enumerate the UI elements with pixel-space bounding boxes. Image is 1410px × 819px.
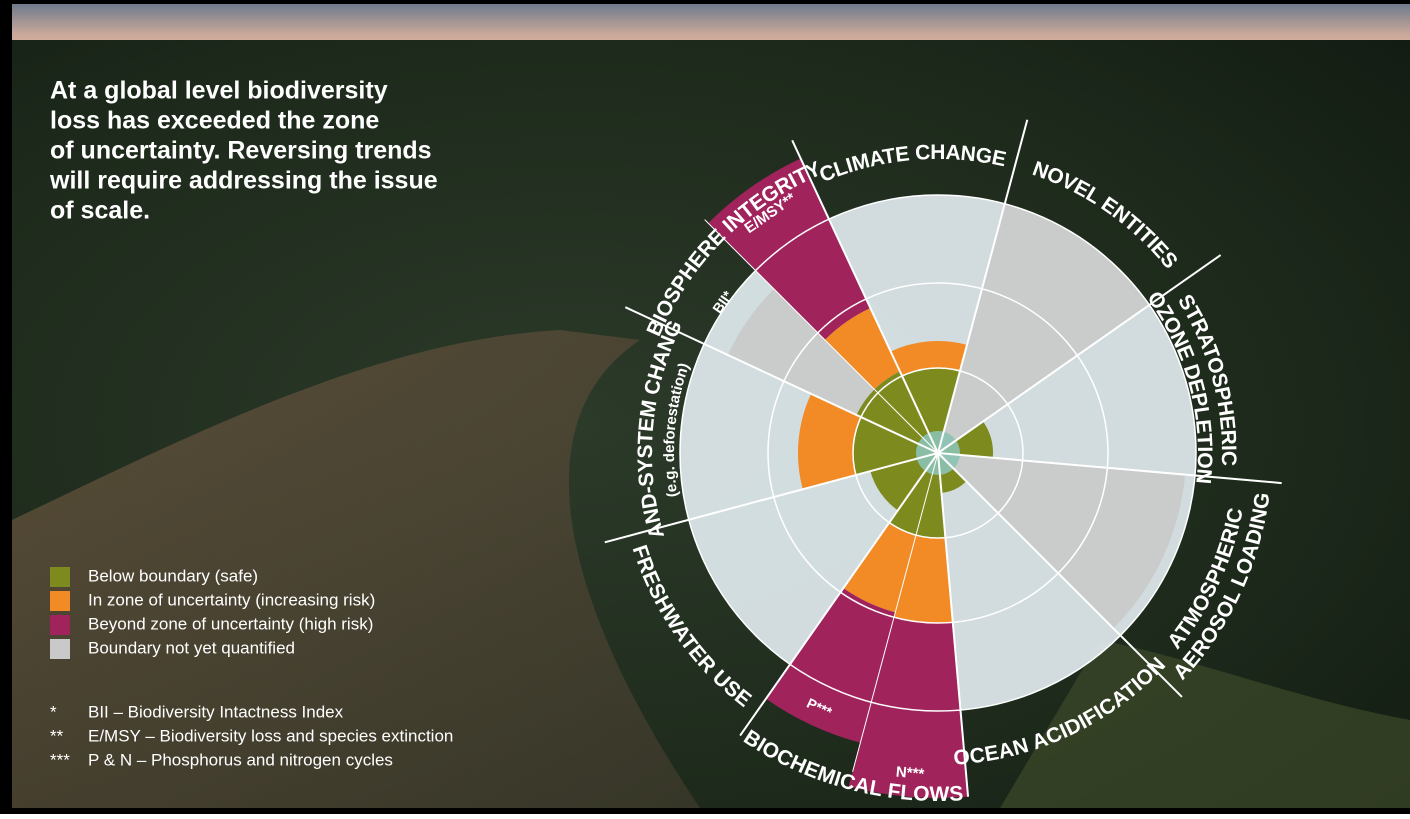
sub-divider (704, 219, 939, 454)
segment (853, 417, 938, 475)
sub-label: N*** (895, 764, 925, 783)
ground (1000, 640, 1410, 808)
sector-divider (624, 306, 939, 454)
sector-divider (937, 254, 1222, 454)
sector-divider (791, 139, 939, 454)
headline-line: At a global level biodiversity (50, 77, 388, 105)
headline-line: of scale. (50, 197, 150, 225)
legend-swatch (50, 591, 70, 611)
footnote-text: E/MSY – Biodiversity loss and species ex… (88, 726, 453, 745)
segment (708, 158, 871, 340)
segment (902, 368, 960, 453)
segment (843, 522, 917, 613)
sector-divider (937, 452, 1183, 698)
legend-label: In zone of uncertainty (increasing risk) (88, 590, 375, 609)
legend-swatch (50, 615, 70, 635)
segment (765, 588, 896, 743)
legend: Below boundary (safe) In zone of uncertai… (50, 566, 453, 769)
sector-divider (937, 452, 1282, 485)
ring (767, 282, 1109, 624)
segment (894, 535, 953, 623)
segment (824, 307, 900, 390)
segment (874, 371, 938, 453)
footnote-symbol: *** (50, 750, 70, 769)
legend-swatch (50, 567, 70, 587)
legend-label: Beyond zone of uncertainty (high risk) (88, 614, 373, 633)
segment (856, 389, 938, 453)
legend-swatch (50, 639, 70, 659)
segment (938, 453, 1186, 629)
footnote-text: P & N – Phosphorus and nitrogen cycles (88, 750, 393, 769)
sector-divider (937, 452, 970, 797)
sub-divider (852, 452, 939, 772)
headline-line: of uncertainty. Reversing trends (50, 137, 432, 165)
footnote-symbol: ** (50, 726, 64, 745)
headline-line: loss has exceeded the zone (50, 107, 379, 135)
legend-label: Below boundary (safe) (88, 566, 258, 585)
headline-line: will require addressing the issue (49, 167, 438, 195)
footnote-symbol: * (50, 702, 57, 721)
sector-divider (937, 119, 1029, 454)
segment (798, 393, 861, 490)
sector-divider (739, 452, 939, 737)
segment (890, 341, 967, 376)
sector-divider (604, 452, 939, 544)
ring (852, 367, 1024, 539)
clearing (12, 330, 700, 808)
segment (938, 203, 1150, 453)
segment (889, 453, 938, 536)
ring (679, 194, 1197, 712)
legend-label: Boundary not yet quantified (88, 638, 295, 657)
segment (848, 617, 969, 798)
footnote-text: BII – Biodiversity Intactness Index (88, 702, 344, 721)
